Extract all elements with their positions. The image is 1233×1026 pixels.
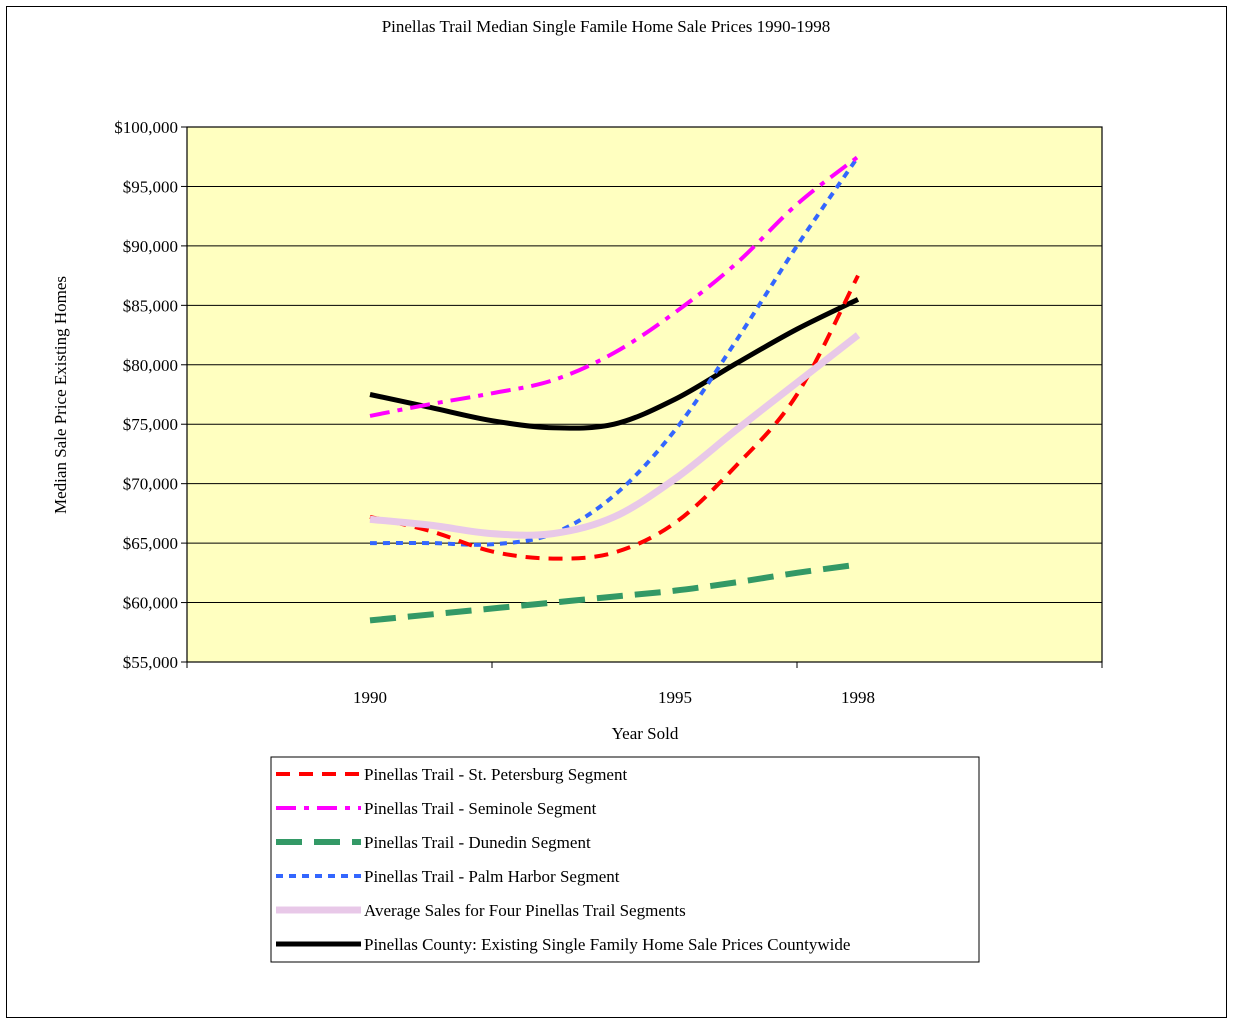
y-tick-label: $85,000 xyxy=(123,296,178,315)
legend-label: Average Sales for Four Pinellas Trail Se… xyxy=(364,901,686,920)
y-axis: $55,000 $60,000 $65,000 $70,000 $75,000 $80,0… xyxy=(114,118,187,672)
legend-label: Pinellas Trail - St. Petersburg Segment xyxy=(364,765,627,784)
series-line xyxy=(369,274,860,561)
chart-title: Pinellas Trail Median Single Famile Home… xyxy=(382,17,831,36)
legend-box xyxy=(270,756,980,963)
y-tick-label: $95,000 xyxy=(123,177,178,196)
y-tick-label: $70,000 xyxy=(123,475,178,494)
legend: Pinellas Trail - St. Petersburg Segment P… xyxy=(276,765,850,954)
y-axis-label: Median Sale Price Existing Homes xyxy=(51,276,70,514)
x-axis: 1990 1995 1998 xyxy=(186,662,1103,707)
x-axis-label: Year Sold xyxy=(612,724,679,743)
y-tick-label: $65,000 xyxy=(123,534,178,553)
series-line xyxy=(369,297,860,431)
legend-label: Pinellas Trail - Dunedin Segment xyxy=(364,833,591,852)
y-tick-label: $100,000 xyxy=(114,118,178,137)
y-tick-label: $75,000 xyxy=(123,415,178,434)
x-tick-label: 1995 xyxy=(658,688,692,707)
y-tick-label: $80,000 xyxy=(123,356,178,375)
x-tick-label: 1998 xyxy=(841,688,875,707)
y-tick-label: $60,000 xyxy=(123,594,178,613)
legend-label: Pinellas Trail - Seminole Segment xyxy=(364,799,597,818)
series-line xyxy=(369,332,861,539)
legend-label: Pinellas Trail - Palm Harbor Segment xyxy=(364,867,620,886)
plot-area xyxy=(186,126,1103,663)
series-line xyxy=(369,155,860,418)
series-line xyxy=(369,561,859,624)
legend-label: Pinellas County: Existing Single Family … xyxy=(364,935,850,954)
series-lines xyxy=(369,155,861,624)
gridlines xyxy=(187,185,1102,604)
y-tick-label: $55,000 xyxy=(123,653,178,672)
x-tick-label: 1990 xyxy=(353,688,387,707)
y-tick-label: $90,000 xyxy=(123,237,178,256)
